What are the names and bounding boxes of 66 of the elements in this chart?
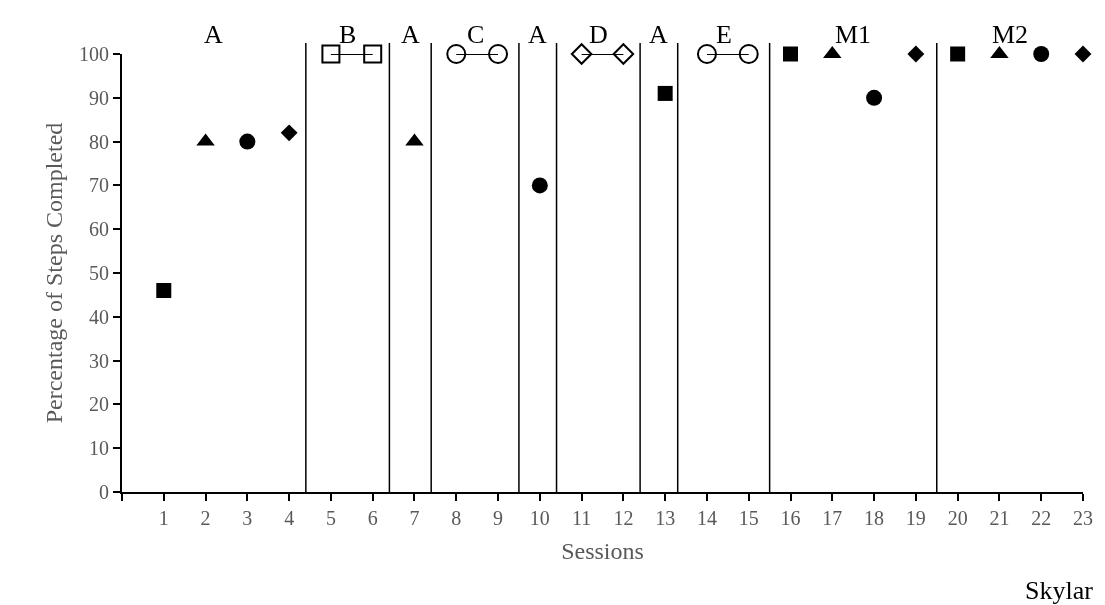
- point: [280, 124, 298, 142]
- text: A: [649, 20, 668, 49]
- y-tick-label: 0: [99, 481, 109, 503]
- point: [696, 44, 717, 64]
- x-tick-label: 8: [451, 507, 462, 529]
- x-tick-label: 2: [200, 507, 211, 529]
- point: [1033, 46, 1050, 62]
- y-tick-label: 20: [89, 393, 109, 416]
- point: [866, 89, 883, 106]
- text: A: [401, 20, 420, 49]
- x-tick-label: 7: [409, 507, 420, 529]
- point: [363, 44, 383, 64]
- x-tick-label: 3: [242, 507, 253, 529]
- y-tick-label: 30: [89, 349, 109, 372]
- y-axis-title: Percentage of Steps Completed: [40, 122, 67, 424]
- x-tick-label: 11: [571, 507, 592, 529]
- x-tick-label: 13: [655, 507, 676, 529]
- x-tick-label: 14: [696, 507, 717, 529]
- text: M1: [835, 20, 872, 49]
- x-tick-label: 5: [325, 507, 336, 529]
- text: B: [339, 20, 357, 49]
- x-tick-label: 17: [822, 507, 843, 529]
- text: A: [528, 20, 547, 49]
- x-tick-label: 10: [529, 507, 550, 529]
- y-tick-label: 50: [89, 262, 109, 284]
- point: [239, 133, 256, 150]
- x-tick-label: 19: [905, 507, 926, 529]
- text: Skylar: [1025, 576, 1094, 605]
- text: D: [589, 20, 608, 49]
- y-tick-label: 10: [89, 437, 109, 460]
- point: [156, 283, 172, 299]
- point: [907, 45, 925, 63]
- point: [950, 46, 966, 62]
- y-tick-label: 90: [89, 86, 109, 109]
- x-tick-label: 12: [613, 507, 634, 529]
- y-tick-label: 40: [89, 305, 109, 328]
- point: [1074, 45, 1092, 63]
- x-tick-label: 20: [947, 507, 968, 529]
- text: M2: [992, 20, 1029, 49]
- x-tick-label: 6: [367, 507, 378, 529]
- x-axis-title: Sessions: [561, 537, 644, 564]
- text: C: [467, 20, 485, 49]
- x-tick-label: 1: [158, 507, 169, 529]
- x-tick-label: 15: [738, 507, 759, 529]
- text: A: [204, 20, 223, 49]
- point: [657, 85, 673, 101]
- y-tick-label: 100: [79, 43, 109, 65]
- x-tick-label: 18: [864, 507, 885, 529]
- text: E: [716, 20, 732, 49]
- x-tick-label: 16: [780, 507, 801, 529]
- y-tick-label: 60: [89, 218, 109, 241]
- x-tick-label: 21: [989, 507, 1010, 529]
- point: [738, 44, 759, 64]
- point: [531, 177, 548, 194]
- x-tick-label: 22: [1031, 507, 1052, 529]
- x-tick-label: 4: [284, 507, 295, 529]
- point: [321, 44, 341, 64]
- point: [570, 43, 593, 65]
- x-tick-label: 9: [493, 507, 504, 529]
- x-tick-label: 23: [1073, 507, 1093, 529]
- point: [446, 44, 467, 64]
- y-tick-label: 70: [89, 174, 109, 197]
- point: [783, 46, 799, 62]
- point: [612, 43, 635, 65]
- point: [488, 44, 509, 64]
- y-tick-label: 80: [89, 130, 109, 153]
